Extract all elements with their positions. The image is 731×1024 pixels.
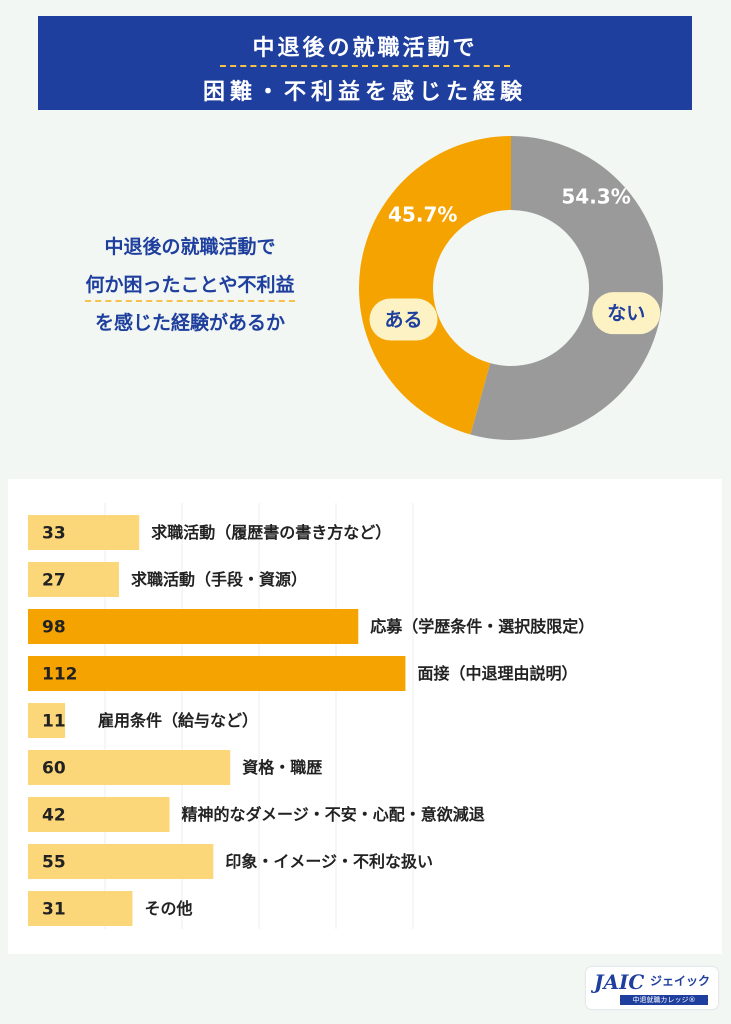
donut-slice-aru [358,136,511,435]
bar-value-label: 60 [42,759,66,779]
bar-chart-panel: 33 求職活動（履歴書の書き方など） 27 求職活動（手段・資源） 98 応募（学歴条件・… [8,479,722,954]
bar-category-label: 印象・イメージ・不利な扱い [225,852,433,871]
bar-value-label: 11 [42,712,66,732]
bar-value-label: 112 [42,665,78,685]
bar-value-label: 27 [42,571,66,591]
bar-value-label: 31 [42,900,66,920]
bar-category-label: 求職活動（手段・資源） [131,570,307,589]
bar-category-label: 雇用条件（給与など） [98,711,258,730]
svg-text:ない: ない [607,303,645,325]
bar [28,844,214,879]
donut-category-label: ない [592,292,661,335]
bar-value-label: 42 [42,806,66,826]
donut-category-label: ある [369,298,438,341]
bar-category-label: 応募（学歴条件・選択肢限定） [370,617,594,636]
bar [28,750,231,785]
question-line-2: 何か困ったことや不利益 [85,270,295,302]
bar-chart: 33 求職活動（履歴書の書き方など） 27 求職活動（手段・資源） 98 応募（学歴条件・… [28,503,594,929]
bar [28,562,119,597]
bar-category-label: 資格・職歴 [242,758,322,777]
donut-value-label: 45.7% [388,202,457,226]
question-line-3: を感じた経験があるか [94,312,285,334]
survey-question: 中退後の就職活動で 何か困ったことや不利益 を感じた経験があるか [40,228,340,342]
bar-category-label: 面接（中退理由説明） [417,664,577,683]
bar-category-label: 求職活動（履歴書の書き方など） [151,523,391,542]
bar-value-label: 98 [42,618,66,638]
logo-mark: JAIC [594,970,645,994]
bar [28,515,140,550]
bar [28,609,359,644]
bar-category-label: 精神的なダメージ・不安・心配・意欲減退 [182,805,485,824]
donut-slice-nai [470,136,663,440]
brand-logo: JAIC ジェイック 中退就職カレッジ® [586,967,718,1009]
bar-value-label: 55 [42,853,66,873]
logo-subtitle: 中退就職カレッジ® [620,995,708,1005]
bar-value-label: 33 [42,524,66,544]
donut-chart: 54.3% ない 45.7% ある [358,136,663,440]
title-divider [220,65,510,67]
logo-name: ジェイック [650,974,711,988]
bar [28,891,133,926]
title-line-2: 困難・不利益を感じた経験 [202,80,527,105]
donut-value-label: 54.3% [561,184,630,208]
svg-text:ある: ある [385,309,423,331]
bar-category-label: その他 [144,899,192,918]
bar [28,703,66,738]
question-line-1: 中退後の就職活動で [104,236,276,258]
title-line-1: 中退後の就職活動で [252,36,478,61]
title-banner: 中退後の就職活動で 困難・不利益を感じた経験 [38,16,692,110]
bar [28,797,170,832]
bar [28,656,406,691]
